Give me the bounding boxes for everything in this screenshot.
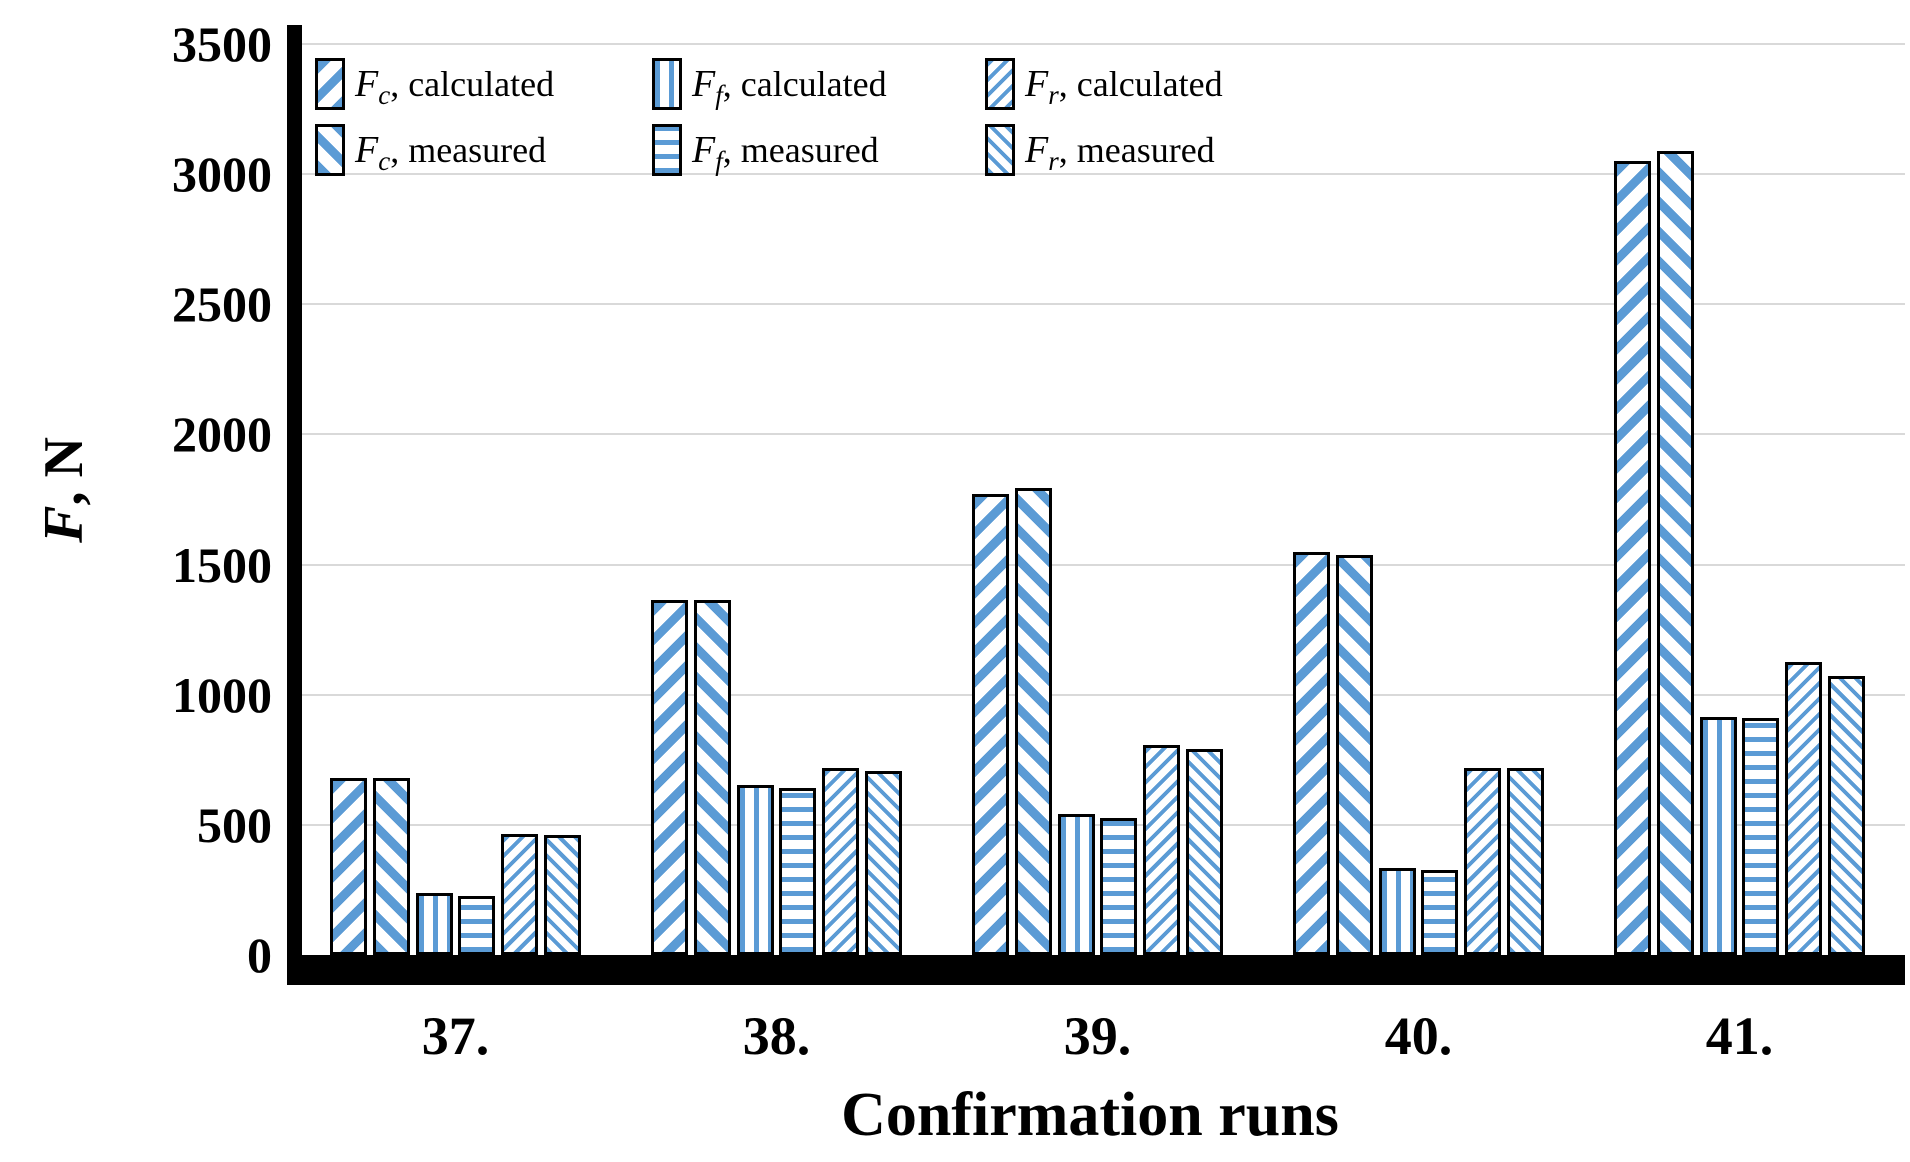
bar-41-fc-meas	[1657, 151, 1694, 955]
bar-38-fr-meas	[865, 771, 902, 955]
x-tick-label-37: 37.	[421, 1006, 490, 1066]
legend-item-fc-meas: Fc, measured	[315, 124, 546, 176]
legend-swatch-wide-diagonal-up-stripes-icon	[315, 58, 345, 110]
gridline-2500	[302, 303, 1905, 306]
legend-item-ff-meas: Ff, measured	[652, 124, 879, 176]
gridline-1000	[302, 693, 1905, 696]
legend-label: Fr, measured	[1025, 129, 1215, 177]
bar-37-fc-meas	[373, 778, 410, 955]
legend-swatch-vertical-stripes-icon	[652, 58, 682, 110]
y-axis-title-unit: , N	[33, 437, 95, 506]
bar-39-fc-calc	[972, 494, 1009, 955]
bar-37-fc-calc	[330, 778, 367, 955]
legend-label: Fc, calculated	[355, 63, 555, 111]
legend-label: Ff, measured	[692, 129, 879, 177]
legend-item-fc-calc: Fc, calculated	[315, 58, 554, 110]
bar-40-fr-calc	[1464, 768, 1501, 955]
legend-label: Fr, calculated	[1025, 63, 1223, 111]
bar-38-fr-calc	[822, 768, 859, 955]
bar-38-fc-meas	[694, 600, 731, 955]
bar-40-ff-calc	[1379, 868, 1416, 955]
x-tick-label-41: 41.	[1705, 1006, 1774, 1066]
legend-item-fr-calc: Fr, calculated	[985, 58, 1223, 110]
legend-item-fr-meas: Fr, measured	[985, 124, 1215, 176]
y-tick-label-2000: 2000	[172, 406, 272, 463]
y-axis-title-symbol: F	[33, 505, 95, 543]
bar-40-fc-meas	[1336, 555, 1373, 955]
bar-37-ff-calc	[416, 893, 453, 955]
bar-41-ff-calc	[1700, 717, 1737, 955]
gridline-1500	[302, 563, 1905, 566]
bar-40-fr-meas	[1507, 768, 1544, 955]
legend-label: Fc, measured	[355, 129, 547, 177]
x-axis-line	[287, 955, 1905, 985]
y-tick-label-3000: 3000	[172, 146, 272, 203]
bar-38-ff-meas	[779, 788, 816, 955]
bar-39-fc-meas	[1015, 488, 1052, 955]
bar-38-ff-calc	[737, 785, 774, 955]
bar-39-fr-meas	[1186, 749, 1223, 955]
bar-40-ff-meas	[1421, 870, 1458, 955]
gridline-3000	[302, 173, 1905, 176]
y-axis-title: F, N	[32, 437, 96, 543]
bar-37-fr-meas	[544, 835, 581, 955]
bar-41-fc-calc	[1614, 161, 1651, 955]
bar-39-ff-meas	[1100, 818, 1137, 955]
bar-39-fr-calc	[1143, 745, 1180, 955]
y-tick-label-1000: 1000	[172, 666, 272, 723]
bar-40-fc-calc	[1293, 552, 1330, 955]
legend-swatch-thin-diagonal-down-stripes-icon	[985, 124, 1015, 176]
bar-41-fr-meas	[1828, 676, 1865, 955]
bar-39-ff-calc	[1058, 814, 1095, 955]
y-axis-line	[287, 25, 302, 985]
x-tick-label-40: 40.	[1384, 1006, 1453, 1066]
legend-label: Ff, calculated	[692, 63, 887, 111]
bar-41-ff-meas	[1742, 718, 1779, 955]
legend-item-ff-calc: Ff, calculated	[652, 58, 887, 110]
gridline-3500	[302, 43, 1905, 45]
y-tick-label-2500: 2500	[172, 276, 272, 333]
y-tick-label-500: 500	[197, 796, 272, 853]
bar-37-fr-calc	[501, 834, 538, 955]
y-tick-label-1500: 1500	[172, 536, 272, 593]
legend-swatch-wide-diagonal-down-stripes-icon	[315, 124, 345, 176]
legend-swatch-thin-diagonal-up-stripes-icon	[985, 58, 1015, 110]
bar-38-fc-calc	[651, 600, 688, 955]
x-tick-label-39: 39.	[1063, 1006, 1132, 1066]
bar-37-ff-meas	[458, 896, 495, 955]
legend-swatch-horizontal-stripes-icon	[652, 124, 682, 176]
y-tick-label-3500: 3500	[172, 16, 272, 72]
x-tick-label-38: 38.	[742, 1006, 811, 1066]
y-tick-label-0: 0	[247, 927, 272, 983]
x-axis-title: Confirmation runs	[841, 1081, 1339, 1149]
gridline-2000	[302, 433, 1905, 436]
bar-41-fr-calc	[1785, 662, 1822, 955]
